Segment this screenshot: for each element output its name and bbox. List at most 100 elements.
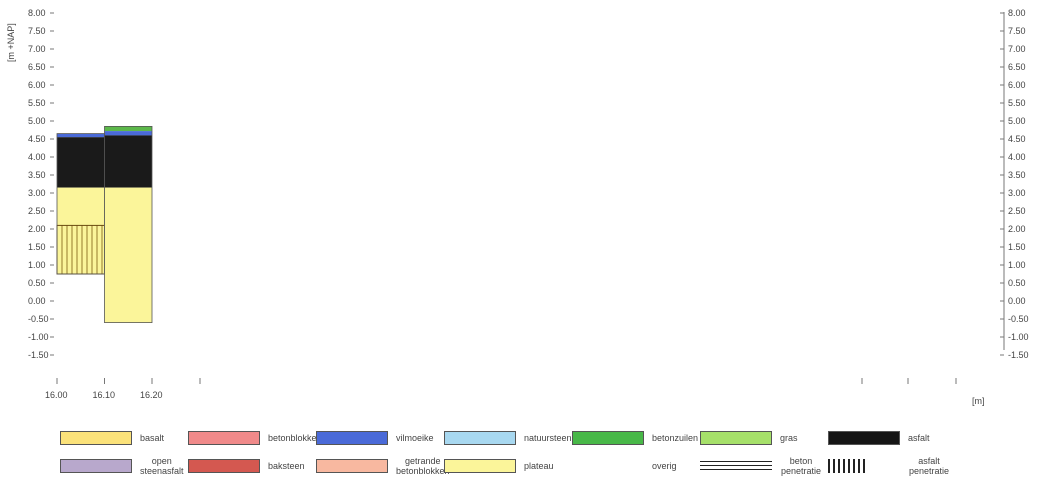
legend-item: asfalt penetratie xyxy=(828,456,950,476)
layer-asfalt xyxy=(104,135,152,188)
legend-row: basalt betonblokken vilmoeike natuursteen be… xyxy=(60,424,1020,452)
y-tick-label: 5.00 xyxy=(28,116,46,126)
y-tick-label-right: 4.50 xyxy=(1008,134,1026,144)
y-tick-label: -1.00 xyxy=(28,332,49,342)
legend-item: asfalt xyxy=(828,431,950,445)
y-tick-label-right: -1.00 xyxy=(1008,332,1029,342)
y-tick-label: 8.00 xyxy=(28,8,46,18)
y-tick-label: 3.00 xyxy=(28,188,46,198)
legend-swatch xyxy=(316,459,388,473)
y-tick-label-right: 3.00 xyxy=(1008,188,1026,198)
y-tick-label: 5.50 xyxy=(28,98,46,108)
y-tick-label: -0.50 xyxy=(28,314,49,324)
x-ticks: 16.00 16.10 16.20 xyxy=(45,378,957,400)
legend-item: betonzuilen xyxy=(572,431,698,445)
column-outline xyxy=(104,126,153,323)
y-tick-label-right: 0.00 xyxy=(1008,296,1026,306)
layer-plateau xyxy=(57,187,105,226)
legend-item: betonblokken xyxy=(188,431,322,445)
legend-label: natuursteen xyxy=(524,433,572,443)
legend-label: getrande betonblokken xyxy=(396,456,450,476)
y-tick-label-right: 1.50 xyxy=(1008,242,1026,252)
legend-swatch xyxy=(572,431,644,445)
legend-label: baksteen xyxy=(268,461,305,471)
legend-label: gras xyxy=(780,433,798,443)
layer-blue xyxy=(104,131,152,136)
legend-swatch xyxy=(444,459,516,473)
y-tick-label-right: 5.00 xyxy=(1008,116,1026,126)
y-tick-label-right: 5.50 xyxy=(1008,98,1026,108)
x-tick-label: 16.00 xyxy=(45,390,68,400)
legend-label: asfalt xyxy=(908,433,930,443)
legend-item: natuursteen xyxy=(444,431,572,445)
y-tick-label-right: 4.00 xyxy=(1008,152,1026,162)
y-tick-label: 7.50 xyxy=(28,26,46,36)
legend-swatch xyxy=(828,459,868,473)
legend-swatch xyxy=(700,431,772,445)
y-tick-label: 3.50 xyxy=(28,170,46,180)
legend-label: asfalt penetratie xyxy=(908,456,950,476)
legend-item: getrande betonblokken xyxy=(316,456,450,476)
x-tick-label: 16.10 xyxy=(93,390,116,400)
layer-asfalt xyxy=(57,137,105,188)
profile-chart: [m +NAP] 8.00 7.50 7.00 6.50 6.00 5.50 5.00 4.5… xyxy=(6,8,1029,406)
x-axis-label: [m] xyxy=(972,396,985,406)
legend-label: basalt xyxy=(140,433,165,443)
y-tick-label: 1.00 xyxy=(28,260,46,270)
y-tick-label-right: 3.50 xyxy=(1008,170,1026,180)
layer-plateau xyxy=(104,187,152,323)
y-tick-label: 6.50 xyxy=(28,62,46,72)
legend-row: open steenasfalt baksteen getrande betonbl… xyxy=(60,452,1020,480)
legend-item: overig xyxy=(572,459,694,473)
legend-item: open steenasfalt xyxy=(60,456,184,476)
legend-item: vilmoeike xyxy=(316,431,438,445)
legend-item: beton penetratie xyxy=(700,456,822,476)
layer-blue xyxy=(57,133,105,138)
legend-label: open steenasfalt xyxy=(140,456,184,476)
y-tick-label: 7.00 xyxy=(28,44,46,54)
y-tick-label: 6.00 xyxy=(28,80,46,90)
y-tick-label-right: 6.00 xyxy=(1008,80,1026,90)
layer-green xyxy=(104,126,152,132)
y-tick-label: -1.50 xyxy=(28,350,49,360)
y-tick-label: 0.50 xyxy=(28,278,46,288)
legend-label: beton penetratie xyxy=(780,456,822,476)
legend-swatch xyxy=(316,431,388,445)
y-tick-label-right: 2.50 xyxy=(1008,206,1026,216)
legend-item: baksteen xyxy=(188,459,310,473)
y-tick-label-right: 1.00 xyxy=(1008,260,1026,270)
y-tick-label: 1.50 xyxy=(28,242,46,252)
legend-swatch xyxy=(188,431,260,445)
x-tick-label: 16.20 xyxy=(140,390,163,400)
legend-label: betonzuilen xyxy=(652,433,699,443)
y-tick-label-right: 8.00 xyxy=(1008,8,1026,18)
legend-item: plateau xyxy=(444,459,566,473)
y-tick-label: 2.50 xyxy=(28,206,46,216)
y-tick-label-right: 0.50 xyxy=(1008,278,1026,288)
y-tick-label-right: 6.50 xyxy=(1008,62,1026,72)
legend-swatch xyxy=(572,459,644,473)
y-tick-label: 4.00 xyxy=(28,152,46,162)
y-axis-label: [m +NAP] xyxy=(6,23,16,62)
legend-label: vilmoeike xyxy=(396,433,434,443)
right-y-ticks: 8.00 7.50 7.00 6.50 6.00 5.50 5.00 4.50 4.00 3.50… xyxy=(1000,8,1029,360)
legend-swatch xyxy=(444,431,516,445)
y-tick-label-right: -0.50 xyxy=(1008,314,1029,324)
y-tick-label-right: 7.00 xyxy=(1008,44,1026,54)
legend-swatch xyxy=(700,459,772,473)
y-tick-label: 2.00 xyxy=(28,224,46,234)
legend-swatch xyxy=(828,431,900,445)
layer-columns xyxy=(56,126,153,323)
legend-item: basalt xyxy=(60,431,182,445)
legend-swatch xyxy=(60,431,132,445)
legend-swatch xyxy=(188,459,260,473)
y-tick-label-right: 7.50 xyxy=(1008,26,1026,36)
legend-label: overig xyxy=(652,461,677,471)
layer-asfalt-penetratie xyxy=(56,224,105,275)
y-tick-label-right: -1.50 xyxy=(1008,350,1029,360)
y-tick-label: 0.00 xyxy=(28,296,46,306)
legend-swatch xyxy=(60,459,132,473)
legend-label: plateau xyxy=(524,461,554,471)
y-tick-label-right: 2.00 xyxy=(1008,224,1026,234)
left-y-ticks: 8.00 7.50 7.00 6.50 6.00 5.50 5.00 4.50 4.00 3.50… xyxy=(28,8,54,360)
